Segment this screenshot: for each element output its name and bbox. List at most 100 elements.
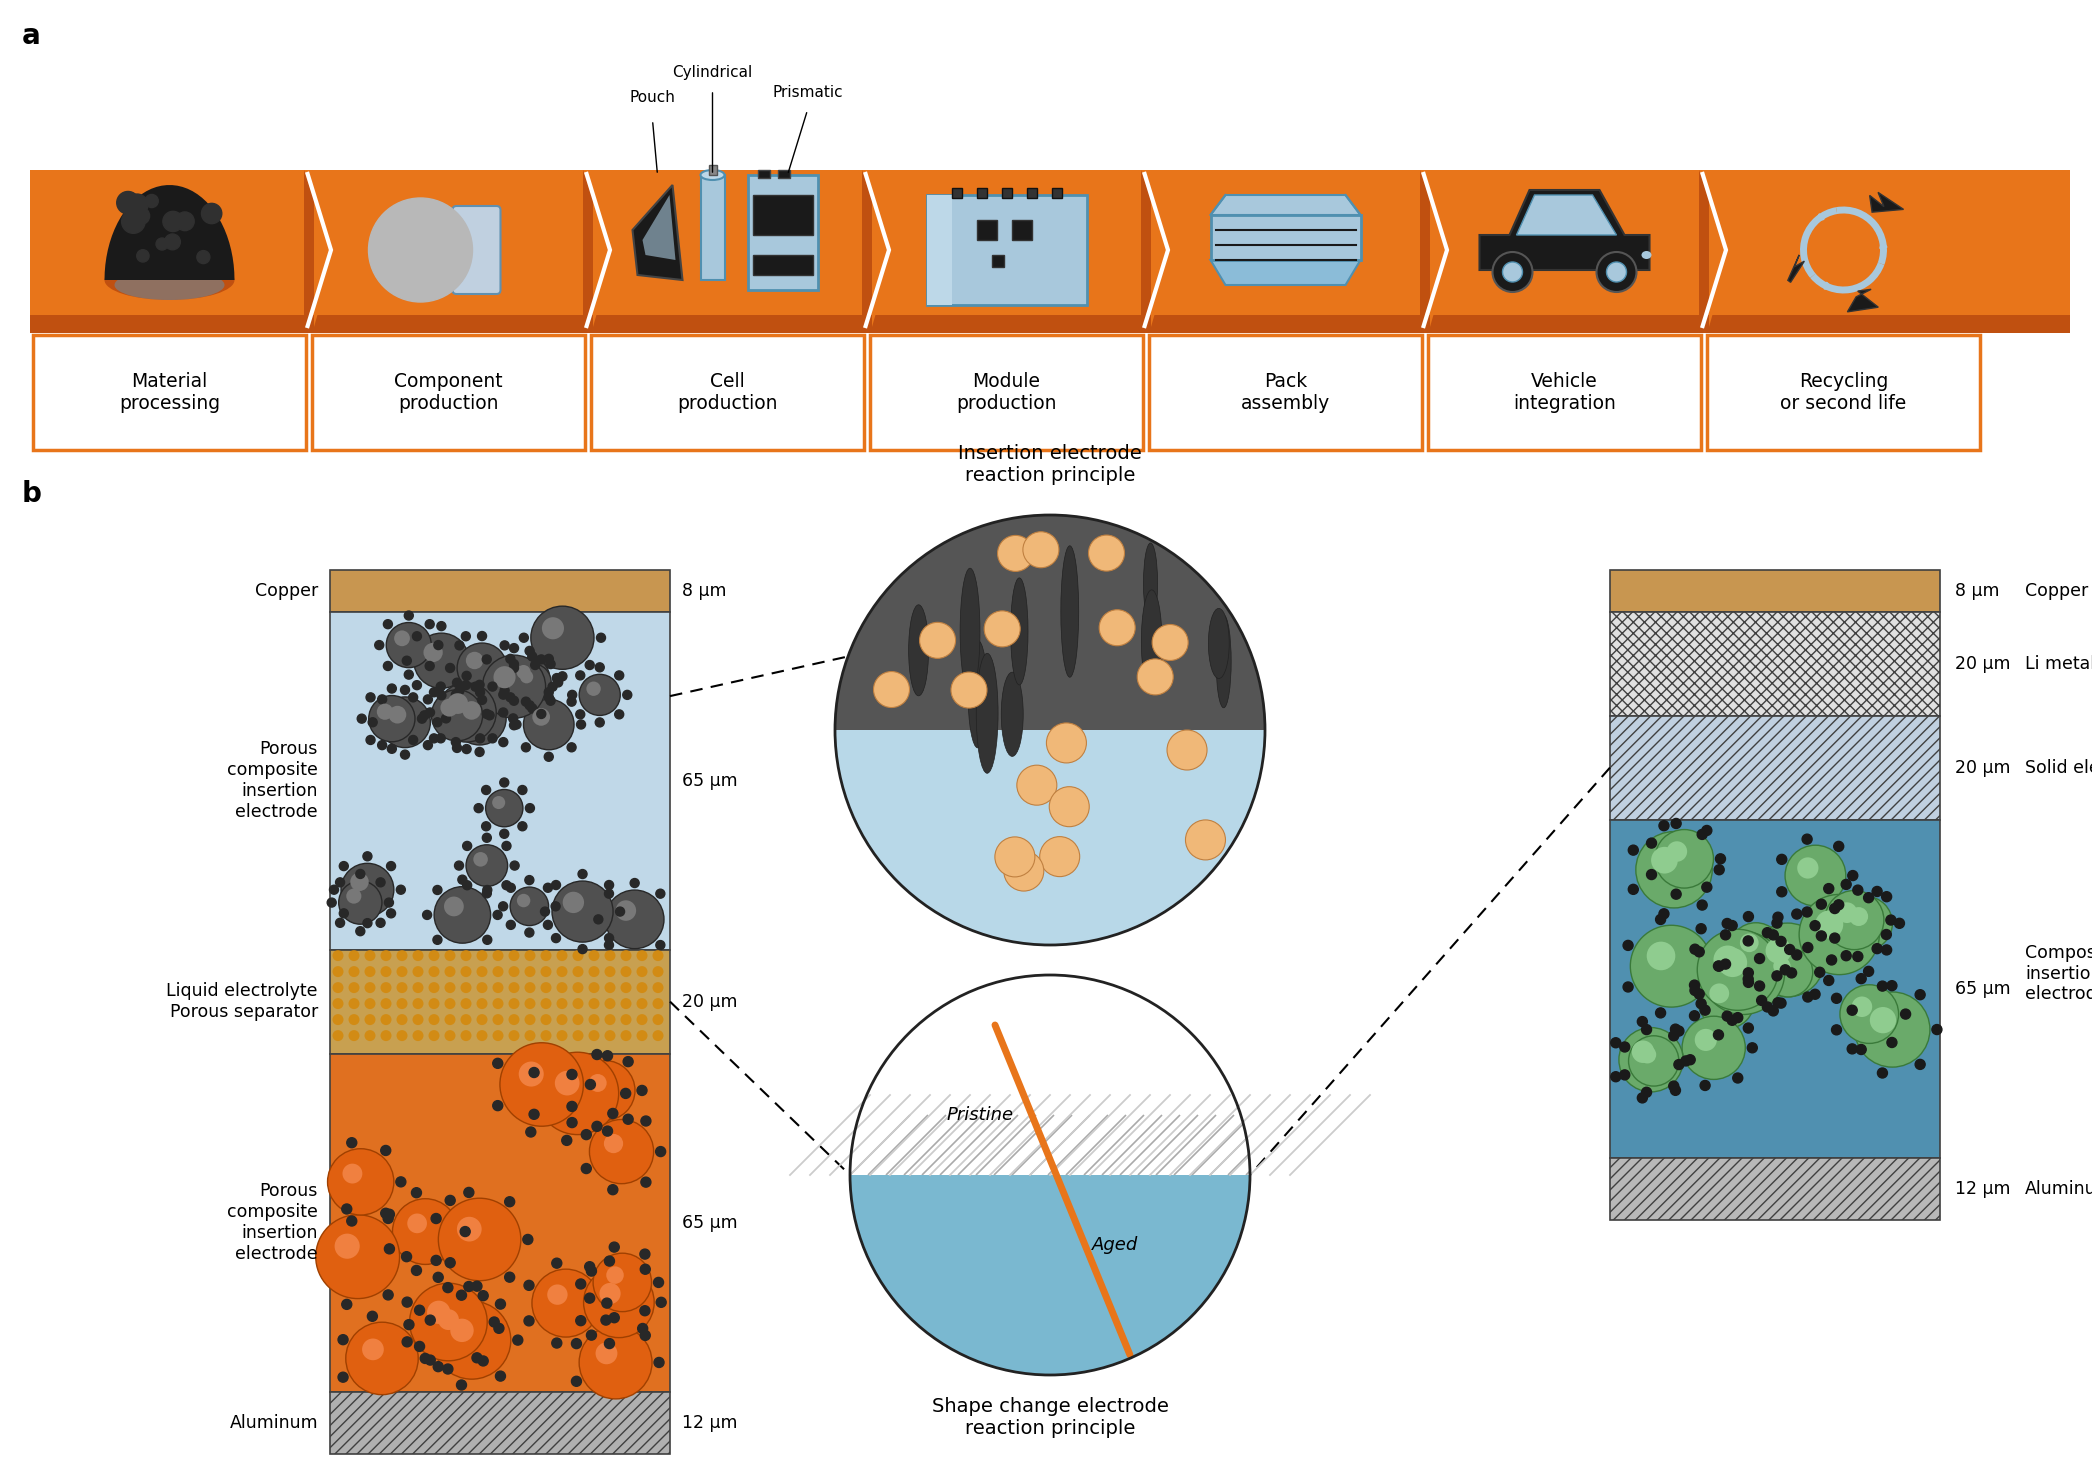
Circle shape xyxy=(408,693,418,702)
Circle shape xyxy=(477,965,487,977)
Circle shape xyxy=(1669,1024,1680,1034)
Circle shape xyxy=(1630,926,1711,1006)
Circle shape xyxy=(1835,841,1843,851)
Circle shape xyxy=(435,886,492,943)
Circle shape xyxy=(1697,929,1778,1011)
Circle shape xyxy=(590,1119,653,1184)
Circle shape xyxy=(1814,967,1824,977)
Circle shape xyxy=(567,1118,577,1128)
Circle shape xyxy=(444,1030,456,1042)
Circle shape xyxy=(602,1298,611,1308)
Circle shape xyxy=(456,1217,481,1241)
Text: Prismatic: Prismatic xyxy=(772,85,843,100)
Circle shape xyxy=(420,1354,431,1364)
Circle shape xyxy=(1695,1028,1718,1050)
Circle shape xyxy=(1784,845,1845,905)
Circle shape xyxy=(345,1323,418,1395)
Circle shape xyxy=(1682,1017,1745,1080)
Circle shape xyxy=(362,1339,383,1360)
Circle shape xyxy=(1690,986,1701,995)
Circle shape xyxy=(1764,948,1814,996)
Circle shape xyxy=(586,1080,596,1090)
Circle shape xyxy=(201,204,222,224)
Circle shape xyxy=(412,951,423,961)
Circle shape xyxy=(525,700,533,709)
Text: Aluminum: Aluminum xyxy=(2025,1179,2092,1198)
Circle shape xyxy=(621,998,632,1009)
Circle shape xyxy=(600,1283,621,1304)
Circle shape xyxy=(567,1069,577,1080)
Circle shape xyxy=(475,747,483,756)
Circle shape xyxy=(1659,820,1669,831)
Circle shape xyxy=(437,621,446,630)
Circle shape xyxy=(1697,999,1707,1008)
Bar xyxy=(753,255,812,275)
Circle shape xyxy=(556,951,567,961)
Circle shape xyxy=(383,662,393,671)
Circle shape xyxy=(640,1305,651,1316)
Circle shape xyxy=(952,672,987,708)
Circle shape xyxy=(347,1138,358,1147)
Circle shape xyxy=(473,1352,481,1362)
Circle shape xyxy=(408,735,418,744)
Circle shape xyxy=(433,640,444,649)
Circle shape xyxy=(636,998,649,1009)
Circle shape xyxy=(575,1279,586,1289)
Circle shape xyxy=(452,678,462,687)
Bar xyxy=(1611,611,1939,715)
Wedge shape xyxy=(835,730,1266,945)
Circle shape xyxy=(1701,932,1784,1014)
Circle shape xyxy=(454,861,464,870)
Circle shape xyxy=(1856,992,1931,1067)
Circle shape xyxy=(446,1258,456,1267)
Circle shape xyxy=(523,699,573,750)
Circle shape xyxy=(559,672,567,681)
Circle shape xyxy=(592,1121,602,1131)
Circle shape xyxy=(412,242,429,258)
Circle shape xyxy=(605,1339,615,1349)
Circle shape xyxy=(573,965,584,977)
Circle shape xyxy=(1690,980,1699,990)
Circle shape xyxy=(1669,1031,1678,1040)
Circle shape xyxy=(1816,900,1826,910)
Bar xyxy=(1027,188,1036,198)
Bar xyxy=(1707,335,1979,450)
Circle shape xyxy=(387,684,395,693)
Circle shape xyxy=(1887,980,1897,990)
Circle shape xyxy=(1830,933,1839,943)
Circle shape xyxy=(387,623,431,668)
Circle shape xyxy=(506,655,515,664)
Circle shape xyxy=(546,659,554,668)
Circle shape xyxy=(621,982,632,993)
Circle shape xyxy=(1701,1081,1709,1090)
Circle shape xyxy=(1718,948,1747,977)
Polygon shape xyxy=(872,173,893,327)
Circle shape xyxy=(1655,829,1713,888)
Circle shape xyxy=(498,708,508,716)
Circle shape xyxy=(521,670,533,683)
Circle shape xyxy=(1186,820,1226,860)
Circle shape xyxy=(1847,1045,1858,1053)
Circle shape xyxy=(1851,996,1872,1017)
Circle shape xyxy=(385,1244,395,1254)
Bar xyxy=(709,166,715,174)
Circle shape xyxy=(596,662,605,672)
Circle shape xyxy=(500,686,508,694)
Polygon shape xyxy=(1517,195,1617,234)
Circle shape xyxy=(1050,787,1090,826)
Circle shape xyxy=(556,982,567,993)
Circle shape xyxy=(588,1014,600,1026)
Circle shape xyxy=(157,237,167,251)
Bar xyxy=(1611,715,1939,819)
Circle shape xyxy=(333,1030,343,1042)
Text: Cylindrical: Cylindrical xyxy=(672,64,753,81)
Circle shape xyxy=(414,633,469,689)
Circle shape xyxy=(1755,982,1764,990)
Circle shape xyxy=(441,699,458,716)
Text: Liquid electrolyte
Porous separator: Liquid electrolyte Porous separator xyxy=(167,982,318,1021)
Text: Composite
insertion
electrode: Composite insertion electrode xyxy=(2025,943,2092,1004)
Circle shape xyxy=(494,1100,502,1110)
Circle shape xyxy=(636,1030,649,1042)
Circle shape xyxy=(471,683,479,691)
Circle shape xyxy=(492,965,504,977)
